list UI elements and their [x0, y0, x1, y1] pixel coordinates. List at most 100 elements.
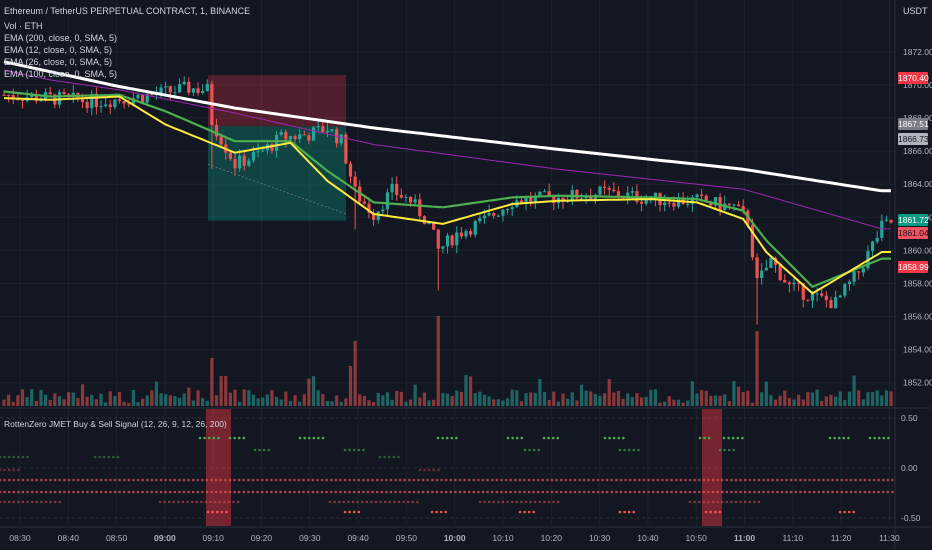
volume-bar [542, 391, 547, 406]
candle-body [381, 209, 385, 212]
volume-bar [450, 395, 454, 406]
indicator-ema100[interactable]: EMA (100, close, 0, SMA, 5) [4, 69, 118, 79]
signal-dot [417, 490, 420, 494]
signal-dot [833, 436, 836, 440]
signal-dot [7, 468, 11, 472]
signal-dot [334, 478, 338, 482]
signal-dot [727, 436, 730, 440]
signal-dot [265, 490, 269, 494]
signal-dot [3, 468, 6, 472]
volume-bar [723, 394, 727, 406]
signal-dot [688, 490, 692, 494]
indicator-volume[interactable]: Vol · ETH [4, 21, 43, 31]
signal-dot [30, 490, 34, 494]
indicator-ema12[interactable]: EMA (12, close, 0, SMA, 5) [4, 45, 113, 55]
signal-dot [35, 490, 39, 494]
signal-dot [107, 455, 111, 459]
indicator-ema200[interactable]: EMA (200, close, 0, SMA, 5) [4, 33, 118, 43]
signal-dot [63, 478, 66, 482]
signal-dot [536, 478, 540, 482]
volume-bar [676, 399, 681, 406]
signal-dot [348, 510, 351, 514]
signal-dot [0, 478, 2, 482]
signal-dot [233, 436, 236, 440]
volume-bar [875, 390, 879, 406]
price-tag: 1858.99 [898, 261, 929, 274]
volume-bar [658, 402, 662, 406]
volume-bar [16, 395, 20, 406]
signal-dot [886, 478, 890, 482]
signal-dot [794, 478, 798, 482]
signal-dot [546, 478, 549, 482]
time-axis-label: 10:00 [444, 533, 466, 543]
volume-bar [852, 375, 856, 406]
signal-dot [454, 478, 457, 482]
candle-body [413, 199, 417, 203]
volume-bar [261, 397, 265, 406]
indicator-ema26[interactable]: EMA (26, close, 0, SMA, 5) [4, 57, 113, 67]
signal-dot [835, 490, 839, 494]
signal-dot [158, 500, 162, 504]
signal-dot [191, 478, 195, 482]
signal-dot [237, 490, 241, 494]
signal-dot [17, 478, 20, 482]
signal-dot [247, 490, 250, 494]
signal-dot [858, 478, 862, 482]
signal-dot [603, 436, 607, 440]
candle-body [505, 209, 510, 211]
symbol-title[interactable]: Ethereum / TetherUS PERPETUAL CONTRACT, … [4, 6, 251, 16]
signal-axis-label: 0.50 [901, 413, 918, 423]
signal-dot [228, 478, 232, 482]
volume-bar [20, 389, 25, 406]
signal-indicator-title[interactable]: RottenZero JMET Buy & Sell Signal (12, 2… [4, 419, 227, 429]
signal-dot [704, 510, 708, 514]
volume-bar [214, 395, 219, 406]
signal-dot [242, 490, 246, 494]
signal-dot [182, 478, 186, 482]
time-axis-label: 10:50 [686, 533, 708, 543]
signal-dot [500, 478, 503, 482]
signal-dot [766, 478, 770, 482]
signal-dot [93, 455, 97, 459]
signal-dot [212, 436, 216, 440]
candle-body [113, 99, 117, 108]
volume-bar [889, 391, 893, 406]
signal-dot [389, 490, 393, 494]
signal-dot [725, 478, 729, 482]
signal-dot [44, 500, 48, 504]
volume-bar [284, 391, 288, 406]
candle-body [196, 88, 200, 94]
candle-body [727, 203, 731, 206]
signal-dot [99, 490, 103, 494]
volume-bar [515, 390, 519, 406]
signal-dot [136, 490, 140, 494]
signal-dot [118, 490, 121, 494]
signal-dot [383, 500, 387, 504]
price-axis-label: 1866.00 [903, 146, 932, 156]
candle-body [90, 93, 94, 109]
signal-dot [12, 490, 16, 494]
signal-dot [483, 500, 486, 504]
time-axis-label: 08:40 [58, 533, 80, 543]
candle-body [843, 284, 847, 296]
candle-body [783, 279, 787, 283]
signal-dot [328, 500, 332, 504]
signal-dot [173, 478, 177, 482]
signal-dot [283, 490, 287, 494]
volume-bar [695, 393, 699, 406]
volume-bar [127, 402, 131, 406]
signal-dot [881, 490, 885, 494]
signal-dot [605, 490, 609, 494]
signal-dot [555, 490, 558, 494]
candle-body [672, 202, 676, 207]
signal-dot [556, 436, 560, 440]
signal-dot [702, 478, 706, 482]
volume-bar [427, 400, 431, 406]
volume-bar [704, 390, 708, 406]
candle-body [80, 99, 85, 103]
volume-bar [709, 395, 713, 406]
candle-body [348, 163, 353, 177]
signal-dot [325, 478, 328, 482]
signal-dot [638, 478, 641, 482]
